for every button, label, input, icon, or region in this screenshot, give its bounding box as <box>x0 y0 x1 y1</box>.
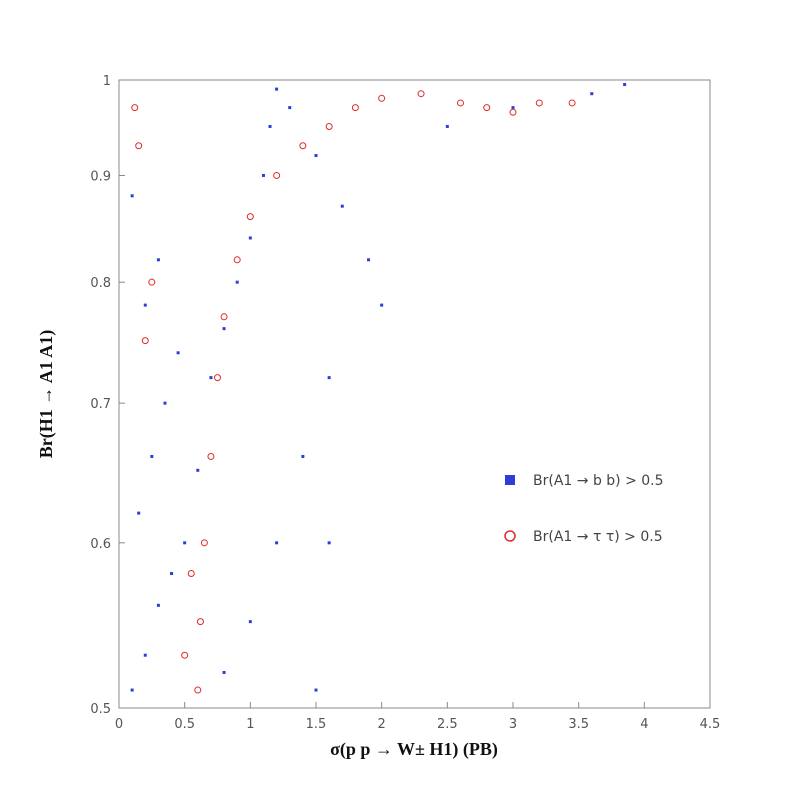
data-point-series-0 <box>268 124 272 128</box>
y-axis: 0.5 0.6 0.7 0.8 0.9 1 <box>90 74 125 717</box>
x-tick-label: 4 <box>640 717 648 732</box>
data-point-series-1 <box>131 104 139 112</box>
data-point-series-0 <box>143 303 147 307</box>
x-axis: 0 0.5 1 1.5 2 2.5 3 3.5 4 4.5 <box>115 702 720 732</box>
data-point-series-1 <box>509 108 517 116</box>
data-point-series-0 <box>288 106 292 110</box>
data-point-series-0 <box>222 327 226 331</box>
y-tick-label: 0.5 <box>90 702 111 717</box>
x-tick-label: 0 <box>115 717 123 732</box>
x-tick-label: 4.5 <box>700 717 721 732</box>
data-point-series-0 <box>380 303 384 307</box>
data-point-series-1 <box>568 99 576 107</box>
data-point-series-0 <box>367 258 371 262</box>
data-point-series-1 <box>483 104 491 112</box>
data-point-series-0 <box>156 258 160 262</box>
x-tick-label: 2.5 <box>437 717 458 732</box>
data-point-series-0 <box>183 541 187 545</box>
data-point-series-0 <box>196 468 200 472</box>
data-point-series-1 <box>535 99 543 107</box>
data-point-series-0 <box>327 376 331 380</box>
data-point-series-0 <box>314 688 318 692</box>
y-tick-label: 0.7 <box>90 397 111 412</box>
legend: Br(A1 → b b) > 0.5 Br(A1 → τ τ) > 0.5 <box>504 473 664 545</box>
y-tick-label: 0.9 <box>90 169 111 184</box>
data-point-series-0 <box>327 541 331 545</box>
data-point-series-0 <box>150 454 154 458</box>
x-tick-label: 1.5 <box>306 717 327 732</box>
data-point-series-0 <box>176 351 180 355</box>
data-point-series-1 <box>417 90 425 98</box>
data-point-series-0 <box>301 454 305 458</box>
plot-frame <box>118 79 711 709</box>
data-point-series-1 <box>456 99 464 107</box>
data-point-series-0 <box>235 280 239 284</box>
data-point-series-0 <box>130 688 134 692</box>
data-point-series-0 <box>590 92 594 96</box>
data-point-series-0 <box>340 204 344 208</box>
data-point-series-1 <box>299 142 307 150</box>
data-point-series-0 <box>248 620 252 624</box>
legend-marker-0 <box>505 475 515 485</box>
data-point-series-1 <box>135 142 143 150</box>
data-point-series-0 <box>445 124 449 128</box>
data-point-series-1 <box>220 313 228 321</box>
data-point-series-0 <box>143 653 147 657</box>
y-tick-label: 0.6 <box>90 537 111 552</box>
data-point-series-1 <box>351 104 359 112</box>
data-point-series-1 <box>273 171 281 179</box>
legend-label-1: Br(A1 → τ τ) > 0.5 <box>533 529 663 545</box>
y-tick-label: 0.8 <box>90 276 111 291</box>
x-tick-label: 0.5 <box>174 717 195 732</box>
data-point-series-1 <box>148 278 156 286</box>
legend-marker-1 <box>504 530 516 542</box>
x-axis-title: σ(p p → W± H1) (PB) <box>330 739 498 760</box>
data-point-series-0 <box>248 236 252 240</box>
x-tick-label: 3 <box>509 717 517 732</box>
data-point-series-1 <box>194 686 202 694</box>
data-point-series-1 <box>378 94 386 102</box>
data-point-series-1 <box>325 122 333 130</box>
data-point-series-0 <box>511 106 515 110</box>
data-point-series-0 <box>222 670 226 674</box>
legend-label-0: Br(A1 → b b) > 0.5 <box>533 473 664 489</box>
data-point-series-1 <box>141 337 149 345</box>
data-point-series-1 <box>187 570 195 578</box>
data-point-series-1 <box>246 213 254 221</box>
data-point-series-0 <box>170 572 174 576</box>
data-point-series-0 <box>275 87 279 91</box>
data-point-series-0 <box>163 401 167 405</box>
data-point-series-1 <box>214 374 221 382</box>
data-point-series-0 <box>261 173 265 177</box>
data-point-series-0 <box>314 154 318 158</box>
data-point-series-0 <box>623 83 627 87</box>
data-point-series-1 <box>200 539 208 547</box>
data-point-series-0 <box>137 511 141 515</box>
data-point-series-1 <box>196 618 204 626</box>
y-tick-label: 1 <box>103 74 111 89</box>
x-tick-label: 3.5 <box>568 717 589 732</box>
data-point-series-0 <box>156 603 160 607</box>
y-axis-title: Br(H1 → A1 A1) <box>36 330 57 459</box>
points-layer <box>130 83 627 694</box>
data-point-series-0 <box>130 194 134 198</box>
data-point-series-0 <box>275 541 279 545</box>
data-point-series-1 <box>181 651 189 659</box>
data-point-series-0 <box>209 376 213 380</box>
x-tick-label: 1 <box>246 717 254 732</box>
data-point-series-1 <box>233 256 241 264</box>
data-point-series-1 <box>207 452 215 460</box>
x-tick-label: 2 <box>378 717 386 732</box>
